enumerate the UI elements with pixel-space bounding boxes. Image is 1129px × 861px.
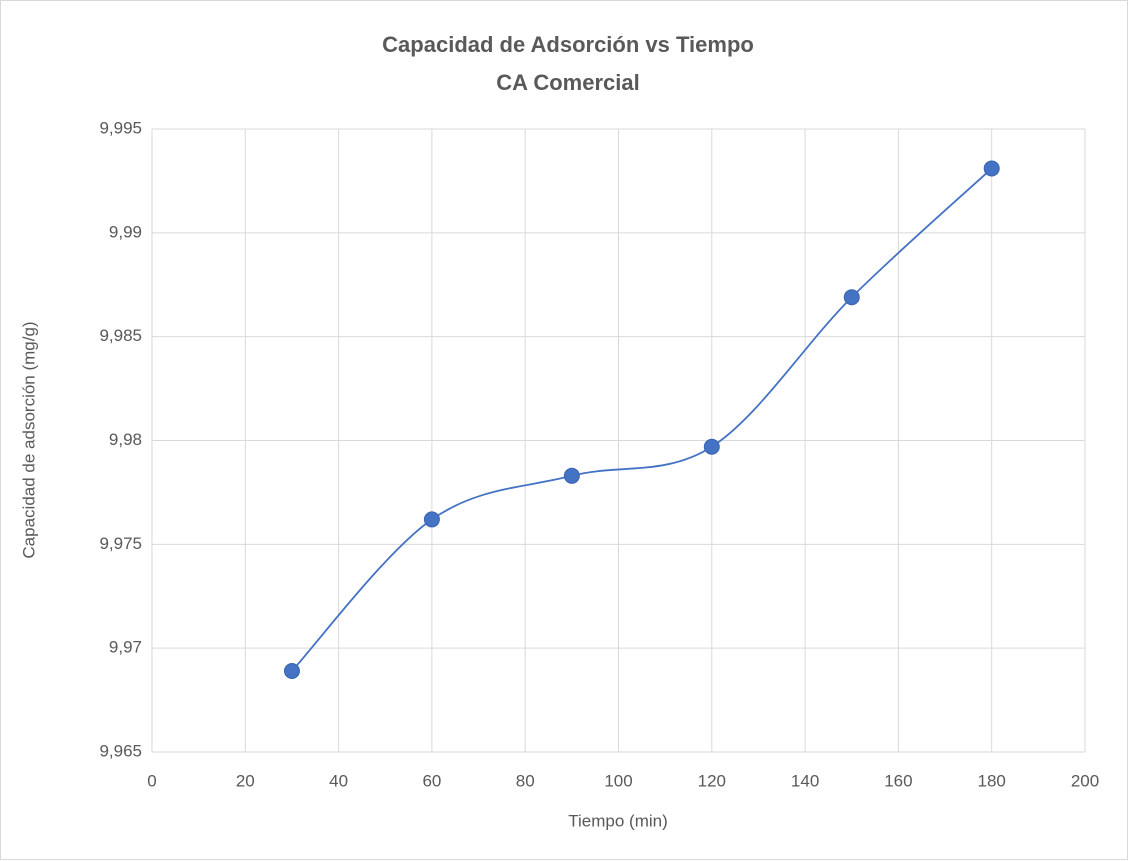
x-tick-label: 120: [698, 771, 726, 790]
x-tick-label: 160: [884, 771, 912, 790]
y-tick-label: 9,98: [109, 430, 142, 449]
y-tick-label: 9,99: [109, 222, 142, 241]
x-tick-label: 60: [422, 771, 441, 790]
x-tick-label: 80: [516, 771, 535, 790]
data-point: [423, 511, 440, 528]
data-point: [283, 663, 300, 680]
y-axis-label: Capacidad de adsorción (mg/g): [19, 321, 38, 558]
data-point: [843, 289, 860, 306]
y-tick-label: 9,995: [99, 118, 142, 137]
chart-subtitle: CA Comercial: [496, 70, 639, 95]
x-tick-label: 40: [329, 771, 348, 790]
data-point: [983, 160, 1000, 177]
y-tick-label: 9,985: [99, 326, 142, 345]
x-tick-label: 0: [147, 771, 156, 790]
series-line: [291, 167, 993, 672]
x-tick-label: 140: [791, 771, 819, 790]
x-tick-label: 200: [1071, 771, 1099, 790]
x-tick-label: 100: [604, 771, 632, 790]
x-tick-label: 180: [978, 771, 1006, 790]
y-tick-label: 9,975: [99, 534, 142, 553]
chart-title: Capacidad de Adsorción vs Tiempo: [382, 32, 754, 57]
y-tick-label: 9,97: [109, 638, 142, 657]
x-axis-label: Tiempo (min): [568, 811, 668, 830]
x-tick-label: 20: [236, 771, 255, 790]
y-tick-label: 9,965: [99, 741, 142, 760]
data-point: [563, 467, 580, 484]
data-point: [703, 438, 720, 455]
